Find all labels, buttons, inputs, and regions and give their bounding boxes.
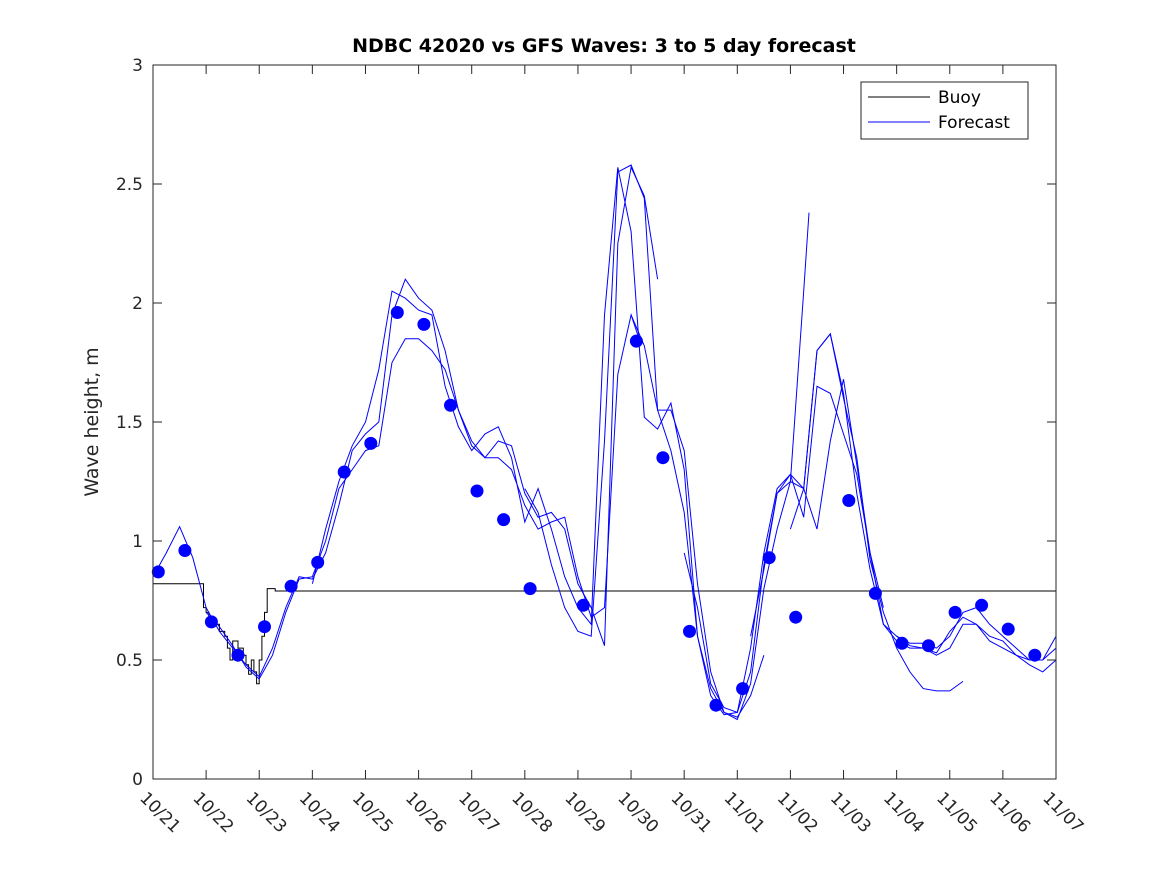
observation-marker xyxy=(656,451,670,465)
observation-marker xyxy=(842,494,856,507)
observation-marker xyxy=(390,306,404,319)
observation-marker xyxy=(709,698,723,712)
observation-marker xyxy=(1028,648,1042,662)
observation-marker xyxy=(576,598,590,612)
y-axis-ticks: 0 0.5 1 1.5 2 2.5 3 xyxy=(116,56,1056,790)
marker-layer xyxy=(151,306,1042,712)
legend: Buoy Forecast xyxy=(860,81,1029,140)
observation-marker xyxy=(178,544,192,557)
chart-title: NDBC 42020 vs GFS Waves: 3 to 5 day fore… xyxy=(352,35,856,57)
forecast-series-line-4 xyxy=(524,164,884,721)
observation-marker xyxy=(444,398,457,412)
forecast-series-line-5 xyxy=(630,314,1057,716)
observation-marker xyxy=(151,565,165,579)
observation-marker xyxy=(337,465,351,479)
observation-marker xyxy=(204,615,218,629)
observation-marker xyxy=(311,555,325,569)
legend-box xyxy=(860,81,1029,140)
observation-marker xyxy=(231,648,245,662)
observation-marker xyxy=(523,582,537,596)
y-tick-label: 0 xyxy=(132,770,143,790)
observation-marker xyxy=(868,586,882,600)
legend-buoy-label: Buoy xyxy=(938,88,981,108)
y-tick-label: 2.5 xyxy=(116,175,143,195)
observation-marker xyxy=(975,598,989,612)
observation-marker xyxy=(922,639,935,653)
observation-marker xyxy=(364,436,378,450)
observation-marker xyxy=(789,610,803,624)
observation-marker xyxy=(497,513,511,527)
observation-marker xyxy=(284,579,298,593)
observation-marker xyxy=(470,484,484,498)
forecast-series-line-2 xyxy=(205,313,640,680)
observation-marker xyxy=(683,624,696,638)
observation-marker xyxy=(948,605,962,619)
observation-marker xyxy=(258,620,271,634)
observation-marker xyxy=(417,317,431,331)
observation-marker xyxy=(1001,622,1015,636)
y-tick-label: 2 xyxy=(132,294,143,314)
observation-marker xyxy=(629,334,643,348)
y-tick-label: 0.5 xyxy=(116,651,143,671)
observation-marker xyxy=(762,551,776,565)
plot-area xyxy=(153,65,1056,779)
y-tick-label: 1.5 xyxy=(116,413,143,433)
legend-forecast-label: Forecast xyxy=(938,113,1010,133)
forecast-series-line-8 xyxy=(789,332,964,692)
y-tick-label: 3 xyxy=(132,56,143,76)
observation-marker xyxy=(895,636,909,650)
forecast-series-line-6 xyxy=(683,212,810,714)
forecast-series-line-3 xyxy=(311,167,765,718)
observation-marker xyxy=(736,682,750,696)
y-axis-label: Wave height, m xyxy=(81,347,103,496)
y-tick-label: 1 xyxy=(132,532,143,552)
